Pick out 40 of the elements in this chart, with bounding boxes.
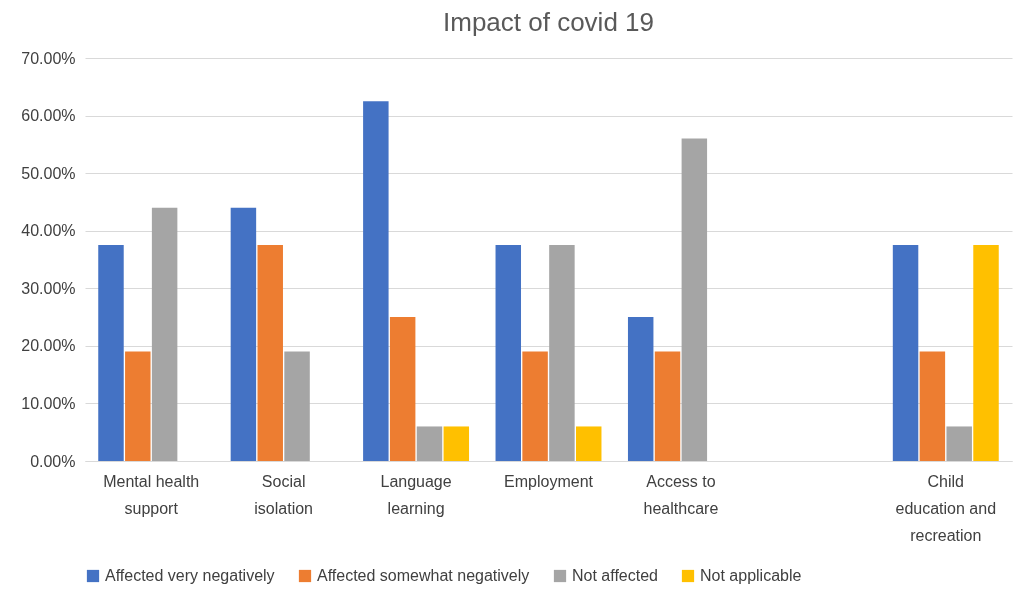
bar [443, 426, 470, 461]
bar [654, 351, 681, 461]
y-tick-label: 20.00% [21, 337, 76, 355]
bar [151, 207, 178, 461]
bar [230, 207, 257, 461]
x-tick-label: Employment [504, 472, 594, 490]
x-tick-label: Language learning [380, 472, 452, 517]
bar [892, 245, 919, 461]
y-tick-label: 70.00% [21, 49, 76, 67]
bar [125, 351, 151, 461]
y-tick-label: 0.00% [30, 452, 76, 470]
y-tick-label: 10.00% [21, 394, 76, 412]
bar [416, 426, 443, 461]
chart-title: Impact of covid 19 [443, 7, 654, 37]
legend-label: Affected somewhat negatively [317, 567, 530, 584]
legend-label: Not applicable [700, 567, 802, 584]
bar [627, 317, 654, 461]
bar [973, 245, 999, 461]
x-tick-label: Social isolation [254, 472, 313, 517]
x-tick-label: Mental health support [103, 472, 200, 517]
legend-label: Not affected [572, 567, 658, 584]
bar [549, 245, 575, 461]
bar [946, 426, 972, 461]
y-tick-label: 30.00% [21, 279, 76, 297]
bar [681, 138, 708, 461]
y-tick-label: 50.00% [21, 164, 76, 182]
bar [522, 351, 548, 461]
bar [575, 426, 602, 461]
bar [919, 351, 946, 461]
x-tick-label: Access to healthcare [643, 472, 719, 517]
bar [257, 245, 283, 461]
bar [389, 317, 416, 461]
x-tick-label: Child education and recreation [895, 472, 997, 544]
y-tick-label: 40.00% [21, 222, 76, 240]
bar [284, 351, 310, 461]
bar [363, 101, 389, 461]
bar [495, 245, 522, 461]
legend-label: Affected very negatively [105, 567, 275, 584]
y-tick-label: 60.00% [21, 107, 76, 125]
bar [98, 245, 124, 461]
